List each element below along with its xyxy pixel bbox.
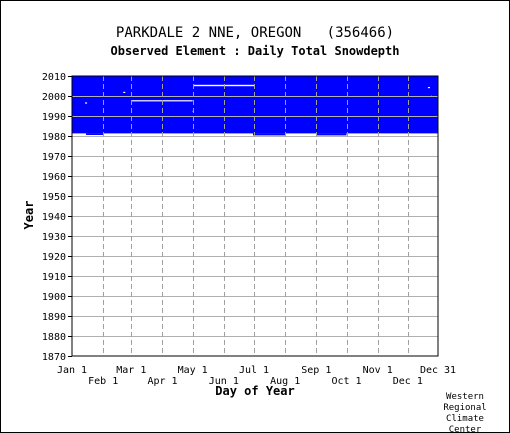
credit-block: Western Regional Climate Center [435,392,495,433]
x-tick-label: Jul 1 [239,365,269,376]
x-tick-label: Mar 1 [116,365,146,376]
plot-border [71,75,439,357]
data-coverage [86,133,104,135]
y-tick-label: 1940 [42,212,66,223]
grid-layer [68,76,438,357]
x-axis-label: Day of Year [215,384,295,398]
y-tick-label: 1880 [42,332,66,343]
y-axis-label: Year [22,200,36,230]
x-tick-label: Apr 1 [147,376,177,387]
credit-line: Center [448,425,482,433]
data-gap [85,102,88,104]
y-tick-label: 2010 [42,72,66,83]
credit-line: Regional [443,403,487,413]
y-tick-label: 2000 [42,92,66,103]
chart-title: PARKDALE 2 NNE, OREGON (356466) [115,25,395,41]
y-tick-label: 1890 [42,312,66,323]
y-tick-label: 1970 [42,152,66,163]
x-tick-label: Oct 1 [331,376,361,387]
x-tick-label: Feb 1 [88,376,118,387]
y-tick-label: 1950 [42,192,66,203]
x-tick-label: Dec 31 [420,365,456,376]
y-tick-label: 1900 [42,292,66,303]
y-tick-label: 1990 [42,112,66,123]
x-tick-label: Sep 1 [301,365,331,376]
tick-labels: 2010 2000 1990 1980 1970 1960 1950 1940 1930 1920… [42,72,456,387]
y-tick-label: 1870 [42,352,66,363]
chart-subtitle: Observed Element : Daily Total Snowdepth [110,44,400,58]
data-coverage [316,133,347,136]
x-tick-label: Jan 1 [57,365,87,376]
credit-line: Western [446,392,484,402]
data-gap [193,84,254,87]
y-tick-label: 1920 [42,252,66,263]
y-tick-label: 1910 [42,272,66,283]
y-tick-label: 1960 [42,172,66,183]
credit-line: Climate [446,414,484,424]
x-tick-label: Aug 1 [270,376,300,387]
data-gap [123,91,126,93]
y-tick-label: 1930 [42,232,66,243]
x-tick-label: Nov 1 [363,365,393,376]
y-tick-label: 1980 [42,132,66,143]
data-gap [131,100,193,102]
x-tick-label: May 1 [178,365,208,376]
data-coverage [252,133,286,136]
data-gap [427,87,430,89]
x-tick-label: Dec 1 [393,376,423,387]
x-tick-label: Jun 1 [209,376,239,387]
